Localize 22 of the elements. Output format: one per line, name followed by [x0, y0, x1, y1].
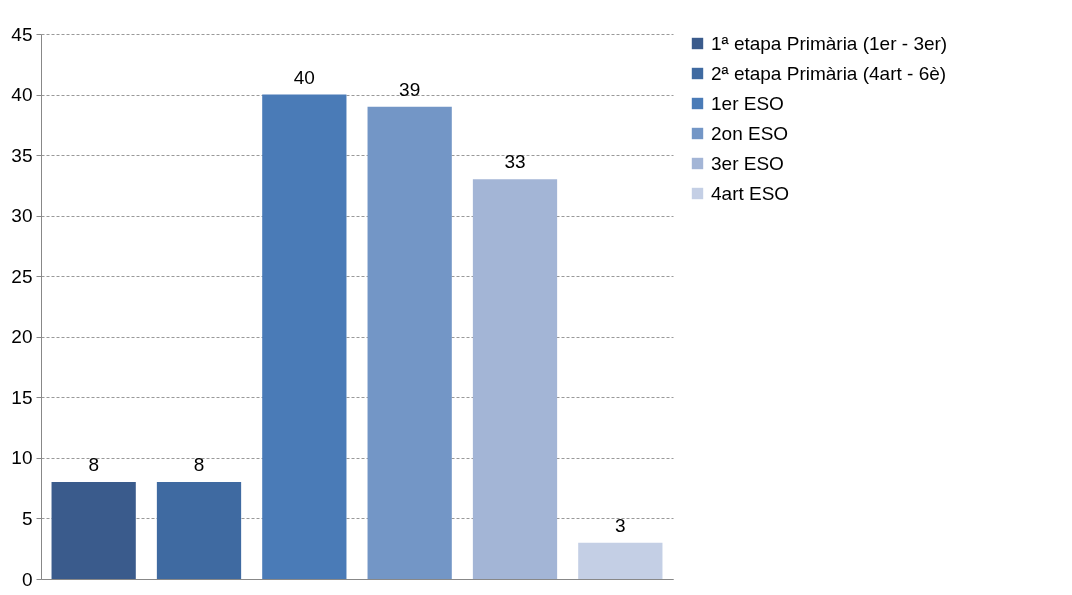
- data-label: 3: [615, 514, 626, 536]
- y-tick-label: 5: [21, 507, 33, 529]
- y-tick-label: 45: [11, 23, 33, 45]
- y-tick-label: 10: [11, 447, 33, 469]
- legend-label: 2on ESO: [711, 122, 789, 144]
- data-label: 8: [88, 454, 99, 476]
- legend-label: 4art ESO: [711, 182, 790, 204]
- data-label: 40: [293, 66, 315, 88]
- legend-label: 2ª etapa Primària (4art - 6è): [711, 62, 947, 84]
- y-tick-label: 40: [11, 84, 33, 106]
- legend-label: 3er ESO: [711, 152, 784, 174]
- y-tick-label: 15: [11, 386, 33, 408]
- y-tick-label: 35: [11, 144, 33, 166]
- y-tick-label: 25: [11, 265, 33, 287]
- data-label: 39: [399, 78, 421, 100]
- legend-label: 1er ESO: [711, 92, 784, 114]
- y-tick-label: 30: [11, 205, 33, 227]
- data-label: 8: [193, 454, 205, 476]
- data-label: 33: [504, 151, 526, 173]
- y-tick-label: 20: [11, 326, 33, 348]
- y-tick-label: 0: [21, 568, 33, 590]
- legend-label: 1ª etapa Primària (1er - 3er): [711, 32, 948, 54]
